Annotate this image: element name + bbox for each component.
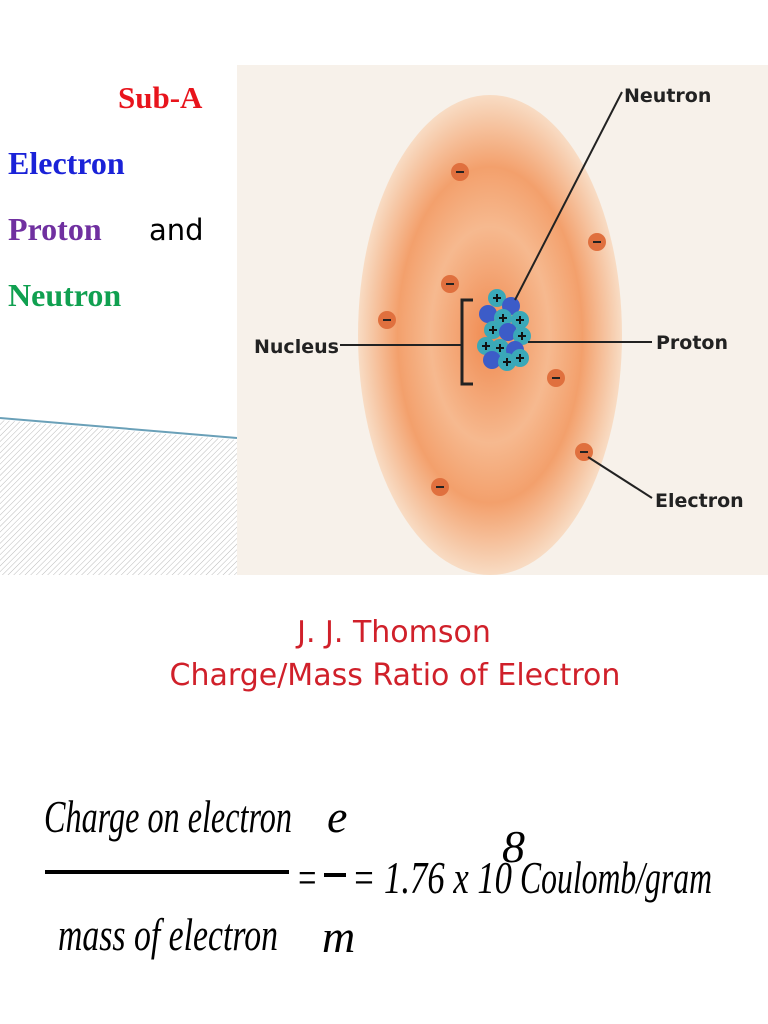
leader [514,91,623,301]
label-neutron: Neutron [624,85,711,107]
item-neutron: Neutron [8,277,121,313]
slide-top: Sub-A Electron Proton and Neutron [0,80,238,575]
atom-diagram: Neutron Nucleus Proton Electron [237,65,768,575]
item-and: and [149,213,204,247]
unit: Coulomb/gram [520,852,712,903]
symbol-e: e [327,791,347,842]
equals: = [296,852,318,903]
leader [587,456,653,499]
denominator: mass of electron [58,909,278,960]
exponent: 8 [502,821,525,872]
neutron [479,305,497,323]
subtitle: Charge/Mass Ratio of Electron [170,658,621,693]
hatch-band [0,420,237,575]
label-proton: Proton [656,332,728,354]
neutron [483,351,501,369]
nucleus [477,289,531,371]
item-electron: Electron [8,145,125,181]
bracket [460,298,473,386]
label-nucleus: Nucleus [254,336,339,358]
heading: Sub-A [118,80,203,115]
label-electron: Electron [655,490,744,512]
value: = 1.76 x 10 [352,852,512,903]
accent-line [0,417,238,439]
electrons [378,163,606,496]
numerator: Charge on electron [44,791,292,842]
title: J. J. Thomson [295,615,491,650]
neutron [499,323,517,341]
symbol-m: m [322,911,355,962]
item-proton: Proton [8,211,102,247]
slide-bottom: J. J. Thomson Charge/Mass Ratio of Elect… [44,615,712,962]
